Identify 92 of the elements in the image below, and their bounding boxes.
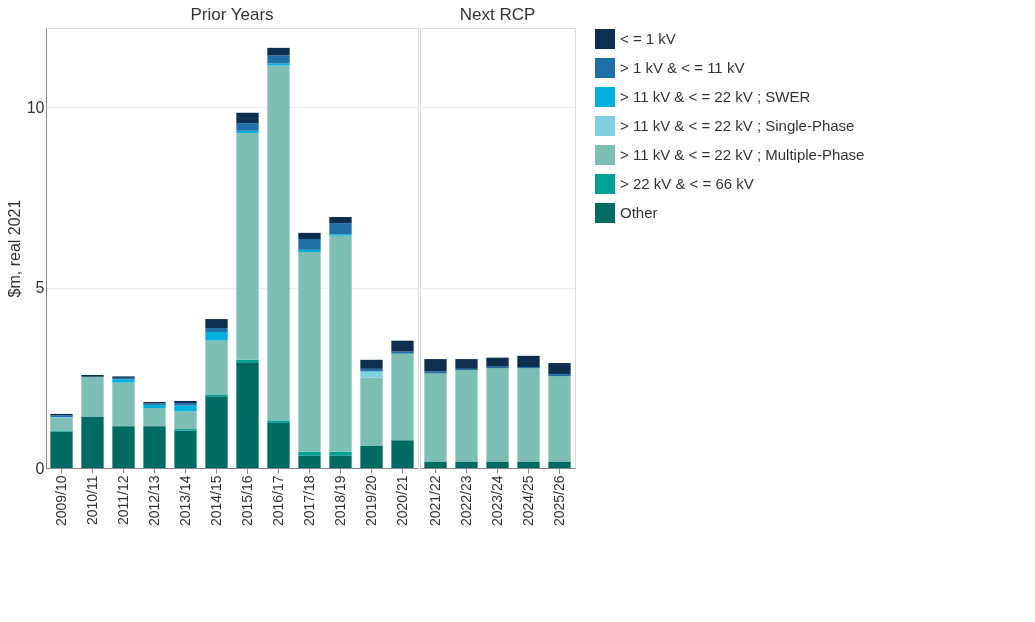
x-tick-label: 2024/25 [519,475,536,527]
bar [236,130,259,133]
bar [81,376,104,417]
x-tick-label: 2010/11 [83,475,100,526]
bar [329,235,352,452]
bar [360,377,383,446]
x-tick-label: 2013/14 [176,475,193,527]
bar [298,251,321,452]
bar [236,362,259,468]
bar [236,123,259,131]
x-tick-label: 2014/15 [207,475,224,527]
bar [267,63,290,66]
chart-title: Prior Years [190,5,274,24]
bar [205,328,228,333]
bar [205,332,228,341]
bar [112,382,135,427]
bar [267,65,290,421]
bar [517,461,540,468]
bar [143,408,166,427]
bar [548,376,571,462]
bar [455,359,478,369]
bar [517,355,540,368]
bar [455,370,478,462]
x-tick-label: 2015/16 [238,475,255,527]
y-axis-title: $m, real 2021 [5,199,23,298]
x-tick-label: 2022/23 [457,475,474,527]
bar [174,430,197,468]
legend-label: > 22 kV & < = 66 kV [620,175,754,192]
bar [329,223,352,235]
bar [298,455,321,468]
bar [50,431,73,468]
bar [205,396,228,468]
bar [329,216,352,224]
bar [360,371,383,378]
x-tick-label: 2018/19 [331,475,348,527]
bar [205,319,228,329]
x-tick-label: 2020/21 [393,475,410,527]
bar [205,340,228,395]
bar [143,404,166,409]
x-tick-label: 2012/13 [145,475,162,527]
bar [360,359,383,369]
legend-label: Other [620,204,658,221]
bar [455,461,478,468]
bar [267,422,290,468]
bar [267,420,290,423]
bar [298,451,321,456]
bar [50,417,73,431]
bar [424,461,447,468]
bar [486,368,509,462]
legend-label: > 11 kV & < = 22 kV ; Single-Phase [620,117,855,134]
bar [81,416,104,468]
bar [143,426,166,468]
x-tick-label: 2016/17 [269,475,286,527]
y-tick-label: 5 [35,279,45,297]
bar [486,461,509,468]
bar [329,455,352,468]
bar [391,340,414,352]
bar [236,132,259,360]
x-tick-label: 2019/20 [362,475,379,527]
bar [424,371,447,374]
bar [236,112,259,124]
y-tick-label: 10 [26,98,45,116]
x-tick-label: 2017/18 [300,475,317,527]
bar [391,440,414,468]
bar [174,411,197,430]
x-tick-label: 2023/24 [488,475,505,527]
chart-title: Next RCP [459,5,536,24]
x-tick-label: 2021/22 [426,475,443,527]
legend-label: > 1 kV & < = 11 kV [620,59,745,76]
bar [298,238,321,250]
bar [267,55,290,64]
bar [112,426,135,468]
bar [267,47,290,56]
x-tick-label: 2009/10 [52,475,69,527]
bar [298,232,321,239]
legend-label: < = 1 kV [620,30,676,47]
bar [391,351,414,354]
bar [391,353,414,441]
legend-label: > 11 kV & < = 22 kV ; SWER [620,88,811,105]
bar [548,363,571,375]
bar [424,359,447,372]
bar [517,368,540,462]
bar [486,357,509,367]
bar [329,451,352,456]
bar [298,249,321,252]
bar [360,446,383,468]
x-tick-label: 2011/12 [114,475,131,526]
x-tick-label: 2025/26 [550,475,567,527]
bar [548,461,571,468]
legend-label: > 11 kV & < = 22 kV ; Multiple-Phase [620,146,865,163]
bar [424,373,447,462]
y-tick-label: 0 [35,459,45,477]
